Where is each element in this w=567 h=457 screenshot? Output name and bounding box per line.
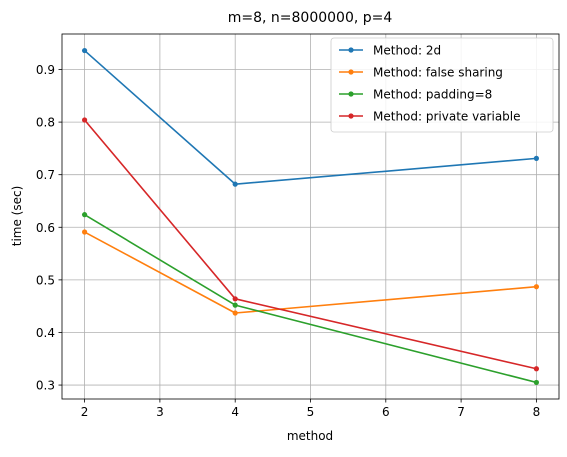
x-tick-label: 7	[457, 405, 465, 419]
x-axis-label: method	[287, 429, 333, 443]
legend-item: Method: false sharing	[339, 66, 503, 80]
x-tick-label: 3	[156, 405, 164, 419]
legend-item: Method: 2d	[339, 44, 441, 58]
data-point	[533, 155, 540, 161]
legend-label: Method: 2d	[373, 44, 441, 58]
data-point	[81, 117, 88, 123]
x-tick-label: 5	[307, 405, 315, 419]
grid-layer	[62, 34, 559, 399]
data-point	[232, 296, 238, 302]
legend-swatch-marker	[348, 69, 354, 75]
data-point	[232, 181, 238, 187]
data-point	[533, 366, 540, 372]
series-2	[81, 229, 540, 316]
data-point	[81, 212, 88, 218]
legend: Method: 2d Method: false sharing Method: p…	[330, 37, 554, 133]
y-tick-label: 0.8	[36, 116, 55, 130]
series-3	[81, 212, 540, 386]
x-tick-label: 6	[382, 405, 390, 419]
data-point	[81, 47, 88, 54]
legend-box	[330, 37, 554, 133]
legend-item: Method: private variable	[339, 110, 521, 124]
data-point	[533, 379, 540, 386]
series-4	[81, 117, 540, 372]
legend-item: Method: padding=8	[339, 88, 492, 102]
data-point	[81, 229, 88, 235]
series-layer	[81, 47, 540, 386]
chart-title: m=8, n=8000000, p=4	[228, 10, 393, 26]
legend-label: Method: padding=8	[373, 88, 492, 102]
x-tick-label: 4	[231, 405, 239, 419]
y-tick-label: 0.4	[36, 326, 55, 340]
series-1	[81, 47, 540, 187]
legend-swatch-marker	[348, 91, 354, 97]
legend-swatch-marker	[348, 47, 354, 53]
data-point	[533, 284, 540, 290]
y-tick-label: 0.9	[36, 63, 55, 77]
data-point	[232, 302, 238, 308]
data-point	[232, 310, 238, 316]
y-tick-label: 0.3	[36, 379, 55, 393]
tick-layer: 2 3 4 5 6 7 8 0.3 0.4 0.5 0.6 0.7 0.8 0.9	[36, 63, 540, 419]
legend-label: Method: false sharing	[373, 66, 503, 80]
y-tick-label: 0.5	[36, 273, 55, 287]
legend-label: Method: private variable	[373, 110, 521, 124]
y-tick-label: 0.6	[36, 221, 55, 235]
legend-swatch-marker	[348, 113, 354, 119]
y-axis-label: time (sec)	[10, 186, 24, 247]
x-tick-label: 8	[533, 405, 541, 419]
x-tick-label: 2	[81, 405, 89, 419]
y-tick-label: 0.7	[36, 168, 55, 182]
